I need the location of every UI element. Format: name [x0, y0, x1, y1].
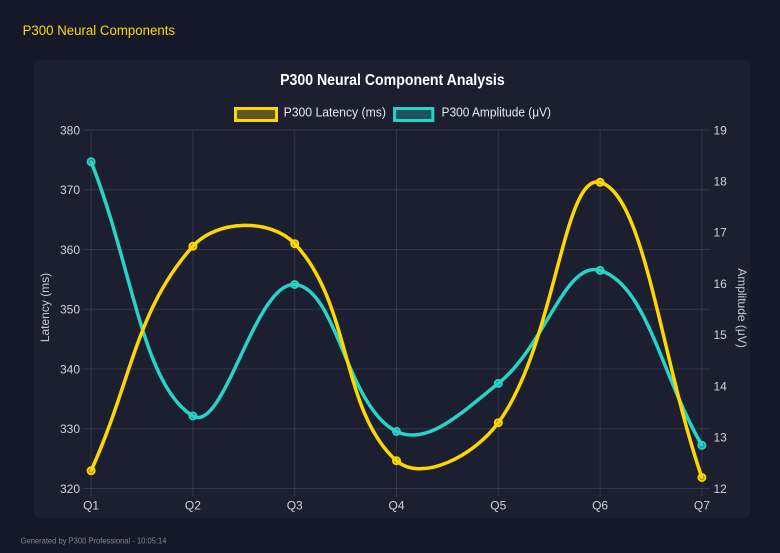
svg-text:350: 350 [60, 303, 80, 317]
svg-text:17: 17 [714, 226, 728, 240]
svg-text:P300 Neural Component Analysis: P300 Neural Component Analysis [280, 72, 505, 89]
svg-text:19: 19 [714, 123, 728, 137]
svg-text:380: 380 [60, 123, 80, 137]
svg-text:Generated by P300 Professional: Generated by P300 Professional - 10:05:1… [21, 536, 167, 546]
svg-text:14: 14 [714, 379, 728, 393]
svg-text:Q3: Q3 [287, 499, 303, 513]
svg-text:Q5: Q5 [490, 499, 506, 513]
svg-text:12: 12 [714, 482, 728, 496]
svg-text:Amplitude (μV): Amplitude (μV) [735, 268, 749, 348]
svg-text:Q4: Q4 [388, 499, 404, 513]
svg-text:Q1: Q1 [83, 499, 99, 513]
svg-text:360: 360 [60, 243, 80, 257]
svg-text:330: 330 [60, 422, 80, 436]
svg-text:P300 Amplitude (μV): P300 Amplitude (μV) [442, 104, 552, 119]
svg-text:340: 340 [60, 362, 80, 376]
svg-text:Q2: Q2 [185, 499, 201, 513]
svg-text:Latency (ms): Latency (ms) [38, 273, 52, 342]
svg-text:13: 13 [714, 431, 728, 445]
svg-text:Q7: Q7 [694, 499, 710, 513]
svg-text:18: 18 [714, 175, 728, 189]
svg-text:Q6: Q6 [592, 499, 608, 513]
svg-text:16: 16 [714, 277, 728, 291]
svg-text:370: 370 [60, 183, 80, 197]
svg-text:P300 Latency (ms): P300 Latency (ms) [284, 104, 386, 119]
svg-text:P300 Neural Components: P300 Neural Components [23, 23, 176, 38]
svg-text:15: 15 [714, 328, 728, 342]
svg-text:320: 320 [60, 482, 80, 496]
